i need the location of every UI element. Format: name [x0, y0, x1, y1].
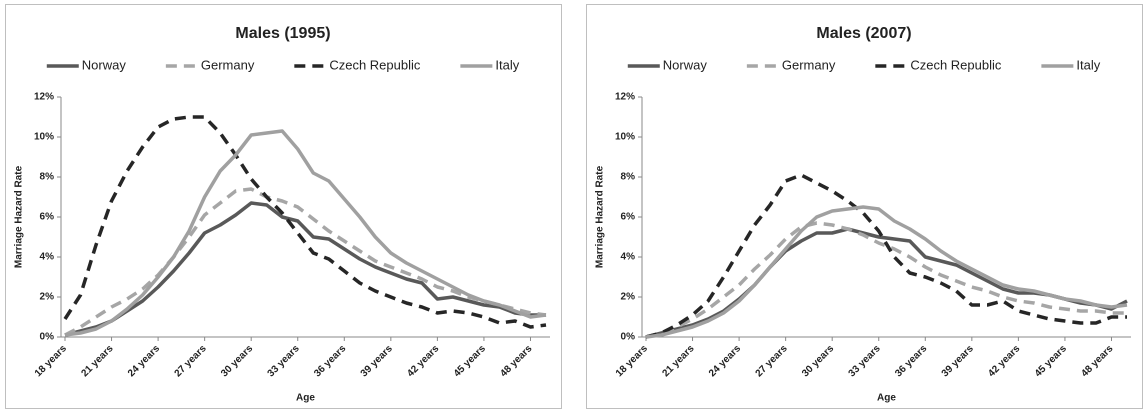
y-tick-label: 12%	[615, 92, 635, 103]
legend-label: Czech Republic	[910, 57, 1002, 72]
line-series	[64, 187, 547, 337]
line-series	[645, 205, 1128, 339]
y-tick-label: 8%	[621, 172, 636, 183]
legend-label: Germany	[782, 57, 836, 72]
x-axis-label: Age	[296, 393, 315, 404]
chart-title: Males (2007)	[816, 25, 911, 42]
y-tick-label: 6%	[621, 212, 636, 223]
x-axis-label: Age	[877, 393, 896, 404]
y-tick-label: 4%	[40, 252, 55, 263]
y-tick-label: 2%	[621, 292, 636, 303]
legend-label: Italy	[495, 57, 519, 72]
line-series	[64, 129, 547, 337]
chart: Males (1995)0%2%4%6%8%10%12%18 years 21 y…	[5, 4, 562, 409]
y-tick-label: 10%	[615, 132, 635, 143]
chart-panel: Males (1995) 0% 2% 4% 6% 8% 10% 12% 18 years 21 y…	[5, 4, 563, 410]
legend-label: Germany	[201, 57, 255, 72]
chart-panel: Males (2007) 0% 2% 4% 6% 8% 10% 12% 18 years 21 y…	[586, 4, 1144, 410]
legend-label: Czech Republic	[329, 57, 421, 72]
y-tick-label: 2%	[40, 292, 55, 303]
panel-border	[5, 4, 562, 409]
legend: Norway Germany Czech Republic Italy	[46, 57, 520, 72]
y-axis-label: Marriage Hazard Rate	[595, 165, 606, 268]
y-tick-label: 12%	[34, 92, 54, 103]
y-tick-label: 8%	[40, 172, 55, 183]
y-tick-label: 10%	[34, 132, 54, 143]
legend-label: Italy	[1076, 57, 1100, 72]
y-tick-label: 4%	[621, 252, 636, 263]
legend-label: Norway	[663, 57, 708, 72]
legend: Norway Germany Czech Republic Italy	[627, 57, 1101, 72]
line-series	[645, 221, 1127, 339]
legend-label: Norway	[82, 57, 127, 72]
y-tick-label: 6%	[40, 212, 55, 223]
chart-title: Males (1995)	[235, 25, 330, 42]
line-series	[64, 201, 546, 337]
y-tick-label: 0%	[621, 332, 636, 343]
chart: Males (2007)0%2%4%6%8%10%12%18 years 21 y…	[586, 4, 1143, 409]
y-axis-label: Marriage Hazard Rate	[14, 165, 25, 268]
y-tick-label: 0%	[40, 332, 55, 343]
line-series	[645, 173, 1127, 339]
